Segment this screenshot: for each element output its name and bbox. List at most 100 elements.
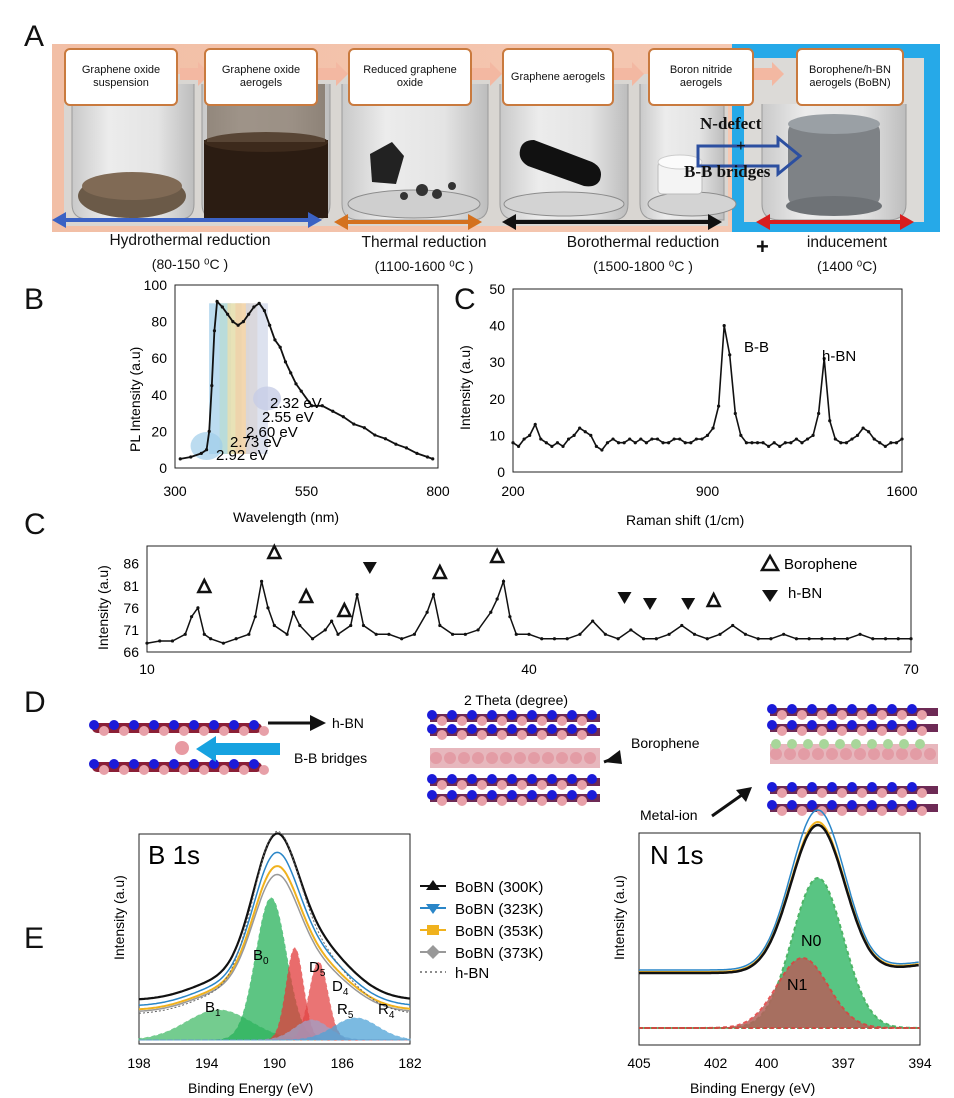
atom — [567, 790, 577, 800]
process-inducement: inducement (1400 ⁰C) — [782, 234, 912, 275]
atom — [767, 704, 777, 714]
data-point — [522, 437, 526, 441]
data-point — [352, 422, 356, 426]
data-point — [600, 448, 604, 452]
data-point — [896, 637, 900, 641]
data-point — [594, 444, 598, 448]
chart-c-points — [511, 324, 904, 452]
panel-label-c-xrd: C — [24, 508, 46, 541]
data-point — [247, 632, 251, 636]
chart-b-annot-5: 2.92 eV — [216, 447, 268, 464]
b1s-series-line — [138, 851, 411, 1006]
process-borothermal-name: Borothermal reduction — [566, 234, 720, 251]
data-point — [489, 610, 493, 614]
atom — [887, 704, 897, 714]
atom — [777, 806, 787, 816]
data-point — [583, 430, 587, 434]
chart-b-annot-3: 2.60 eV — [246, 424, 298, 441]
data-point — [731, 623, 735, 628]
data-point — [855, 433, 860, 437]
data-point — [833, 437, 837, 441]
atom — [527, 710, 537, 720]
data-point — [820, 637, 824, 641]
data-point — [341, 415, 345, 419]
arrow-thermal — [334, 214, 482, 230]
borophene-peak-marker-icon — [431, 563, 448, 580]
x-tick-label: 182 — [398, 1055, 422, 1071]
chart-e-n1s-title: N 1s — [650, 840, 703, 870]
data-point — [289, 371, 293, 375]
process-inducement-name: inducement — [806, 234, 888, 251]
legend-item-353k: BoBN (353K) — [455, 923, 543, 940]
data-point — [555, 441, 560, 445]
data-point — [202, 632, 206, 636]
data-point — [817, 411, 821, 416]
chart-xrd-legend-hbn: h-BN — [788, 585, 822, 602]
data-point — [692, 632, 697, 636]
data-point — [705, 433, 710, 437]
chart-b-frame — [174, 284, 439, 469]
data-point — [199, 451, 203, 455]
atom — [837, 788, 847, 798]
data-point — [291, 610, 296, 614]
atom — [537, 716, 547, 726]
arrow-inducement — [756, 214, 914, 230]
data-point — [867, 430, 871, 434]
atom — [877, 806, 887, 816]
y-tick-label: 50 — [489, 281, 505, 297]
data-point — [839, 441, 843, 445]
atom — [527, 724, 537, 734]
data-point — [883, 637, 888, 641]
y-tick-label: 40 — [489, 318, 505, 334]
x-tick-label: 40 — [521, 661, 537, 677]
data-point — [629, 628, 633, 632]
atom — [109, 759, 119, 769]
data-point — [578, 632, 582, 636]
atom — [567, 774, 577, 784]
beaker-3 — [341, 84, 489, 221]
atom — [897, 710, 907, 720]
chart-b-annot-4: 2.73 eV — [230, 434, 282, 451]
data-point — [909, 637, 913, 641]
peak-n0: N0 — [801, 933, 822, 950]
peak-b0-fill — [139, 897, 410, 1041]
atom — [159, 765, 169, 775]
atom — [457, 780, 467, 790]
data-point — [294, 382, 298, 386]
atom — [447, 774, 457, 784]
atom — [917, 726, 927, 736]
arrow-borothermal — [502, 214, 722, 230]
atom — [797, 788, 807, 798]
data-point — [310, 404, 314, 408]
data-point — [331, 409, 335, 413]
chart-b-pl: 0 20 40 60 80 100 300 550 800 PL Intensity (a.u… — [127, 277, 450, 525]
data-point — [514, 632, 518, 636]
data-point — [544, 441, 548, 445]
y-tick-label: 10 — [489, 427, 505, 443]
atom — [447, 790, 457, 800]
overlay-n-defect: N-defect — [700, 114, 762, 133]
atom — [477, 730, 487, 740]
atom — [557, 716, 567, 726]
data-point — [189, 615, 194, 619]
data-point — [711, 426, 715, 430]
x-tick-label: 550 — [295, 483, 319, 499]
atom — [209, 720, 219, 730]
atom — [867, 720, 877, 730]
atom — [497, 716, 507, 726]
data-point — [355, 592, 359, 597]
y-tick-label: 81 — [123, 578, 139, 594]
panel-label-b: B — [24, 283, 45, 316]
data-point — [431, 592, 436, 597]
atom — [149, 720, 159, 730]
atom — [917, 806, 927, 816]
atom — [827, 782, 837, 792]
atom — [457, 796, 467, 806]
data-point — [336, 632, 340, 636]
atom — [537, 730, 547, 740]
atom — [887, 720, 897, 730]
atom — [259, 726, 269, 736]
x-tick-label: 200 — [501, 483, 525, 499]
chart-xrd-frame — [146, 545, 912, 653]
data-point — [212, 329, 217, 333]
